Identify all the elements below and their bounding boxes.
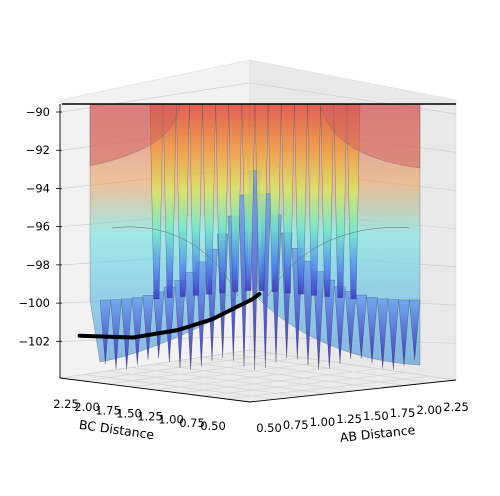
- surface-facet: [377, 298, 389, 369]
- z-tick-label: −100: [18, 296, 50, 310]
- surface-facet: [121, 298, 133, 370]
- floor-grid-line: [178, 360, 379, 389]
- y-tick-label: 1.75: [95, 403, 121, 417]
- y-tick-label: 2.00: [74, 400, 100, 414]
- surface-facet: [366, 297, 378, 364]
- floor-grid-line: [59, 349, 251, 379]
- floor-grid-line: [202, 356, 405, 386]
- floor-grid-line: [131, 360, 328, 388]
- y-tick-label: 0.75: [179, 416, 205, 430]
- floor-grid-line: [154, 364, 354, 391]
- y-tick-label: 1.50: [116, 406, 142, 420]
- y-tick-label: 0.50: [200, 419, 226, 433]
- surface-facet: [185, 272, 197, 370]
- floor-grid-line: [226, 353, 431, 384]
- y-tick-label: 1.00: [158, 413, 184, 427]
- surface-high-region-right: [319, 103, 421, 169]
- z-tick-label: −92: [26, 143, 50, 157]
- x-tick-label: 1.00: [310, 415, 336, 429]
- z-tick-label: −102: [18, 334, 50, 348]
- z-tick-label: −98: [26, 258, 50, 272]
- z-tick-labels: −90 −92 −94 −96 −98 −100 −102: [18, 105, 62, 348]
- y-tick-label: 2.25: [53, 397, 79, 411]
- y-tick-label: 1.25: [137, 410, 163, 424]
- surface-contour: [267, 227, 411, 297]
- y-axis-line: [59, 377, 251, 403]
- trajectory-path: [77, 292, 262, 340]
- surface-facet: [409, 299, 421, 361]
- y-tick-labels: 0.500.751.001.251.501.752.002.25: [53, 397, 226, 433]
- surface-facet: [313, 271, 325, 370]
- surface-contour: [111, 226, 239, 297]
- x-tick-label: 1.50: [363, 409, 389, 423]
- potential-surface: [89, 103, 421, 370]
- x-tick-label: 0.50: [256, 421, 282, 435]
- surface-facet: [110, 299, 122, 370]
- grid-line: [249, 82, 457, 115]
- z-tick-label: −90: [26, 105, 50, 119]
- surface-high-region-left: [89, 103, 181, 167]
- z-tick-label: −94: [26, 181, 50, 195]
- surface-facet: [131, 297, 143, 365]
- trajectory-line: [77, 292, 262, 340]
- floor-grid-line: [249, 349, 457, 381]
- surface-facet: [99, 299, 111, 365]
- surface-facet: [387, 299, 399, 370]
- x-tick-label: 1.25: [336, 412, 362, 426]
- x-axis-line: [249, 379, 457, 403]
- x-tick-label: 2.00: [416, 403, 442, 417]
- surface-facet: [355, 294, 367, 359]
- floor-grid-line: [107, 357, 302, 385]
- z-tick-label: −96: [26, 220, 50, 234]
- x-tick-labels: 0.50 0.75 1.00 1.25 1.50 1.75 2.00 2.25: [256, 400, 469, 435]
- x-tick-label: 1.75: [390, 406, 416, 420]
- x-tick-label: 0.75: [283, 418, 309, 432]
- x-tick-label: 2.25: [443, 400, 469, 414]
- surface-facet: [142, 295, 154, 360]
- surface-facet: [302, 260, 314, 365]
- surface-facet: [398, 299, 410, 366]
